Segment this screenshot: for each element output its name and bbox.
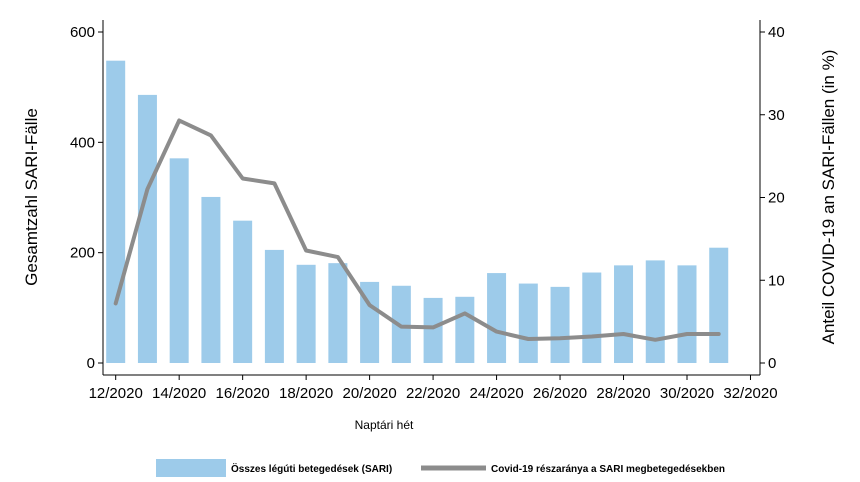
bar-week-19 xyxy=(328,263,348,363)
legend-swatch-bars xyxy=(156,459,226,477)
bar-week-14 xyxy=(169,158,189,363)
bar-week-13 xyxy=(137,94,157,363)
bar-week-18 xyxy=(296,264,316,363)
x-tick-label: 26/2020 xyxy=(533,385,587,402)
bar-week-29 xyxy=(645,260,665,363)
bar-week-17 xyxy=(264,249,284,363)
right-axis-title: Anteil COVID-19 an SARI-Fällen (in %) xyxy=(819,50,838,345)
legend-label-bars: Összes légúti betegedések (SARI) xyxy=(231,462,392,475)
left-axis-title: Gesamtzahl SARI-Fälle xyxy=(22,108,41,286)
legend: Összes légúti betegedések (SARI) Covid-1… xyxy=(156,459,725,477)
axes-layer: 0 200 400 600 0 10 20 30 40 12/2020 14/2020 16/2020… xyxy=(70,20,785,402)
x-tick-label: 22/2020 xyxy=(406,385,460,402)
right-tick-label: 10 xyxy=(768,272,785,289)
bars-layer xyxy=(106,60,729,363)
left-tick-label: 0 xyxy=(87,355,95,372)
x-tick-label: 30/2020 xyxy=(660,385,714,402)
bar-week-12 xyxy=(106,60,126,363)
covid-share-line xyxy=(113,118,721,342)
x-axis-title: Naptári hét xyxy=(355,418,414,432)
line-layer xyxy=(113,118,721,342)
left-tick-label: 200 xyxy=(70,245,95,262)
bar-week-30 xyxy=(677,265,697,363)
x-tick-label: 12/2020 xyxy=(89,385,143,402)
right-tick-label: 40 xyxy=(768,24,785,41)
x-tick-label: 24/2020 xyxy=(469,385,523,402)
bar-week-31 xyxy=(709,247,729,363)
bar-week-23 xyxy=(455,296,475,363)
right-tick-label: 20 xyxy=(768,190,785,207)
x-tick-label: 14/2020 xyxy=(152,385,206,402)
bar-week-15 xyxy=(201,196,221,363)
bar-week-24 xyxy=(487,273,507,363)
left-tick-label: 400 xyxy=(70,134,95,151)
legend-label-line: Covid-19 részaránya a SARI megbetegedése… xyxy=(491,464,725,475)
left-tick-label: 600 xyxy=(70,24,95,41)
x-tick-label: 16/2020 xyxy=(216,385,270,402)
x-tick-label: 18/2020 xyxy=(279,385,333,402)
bar-week-27 xyxy=(582,272,602,363)
bar-week-16 xyxy=(233,220,253,363)
bar-week-20 xyxy=(360,281,380,363)
right-tick-label: 0 xyxy=(768,355,776,372)
bar-week-22 xyxy=(423,297,443,363)
x-tick-label: 20/2020 xyxy=(342,385,396,402)
bar-week-28 xyxy=(614,265,634,363)
x-tick-label: 32/2020 xyxy=(723,385,777,402)
x-tick-label: 28/2020 xyxy=(596,385,650,402)
right-tick-label: 30 xyxy=(768,107,785,124)
bar-week-26 xyxy=(550,286,570,363)
bar-week-25 xyxy=(518,283,538,363)
